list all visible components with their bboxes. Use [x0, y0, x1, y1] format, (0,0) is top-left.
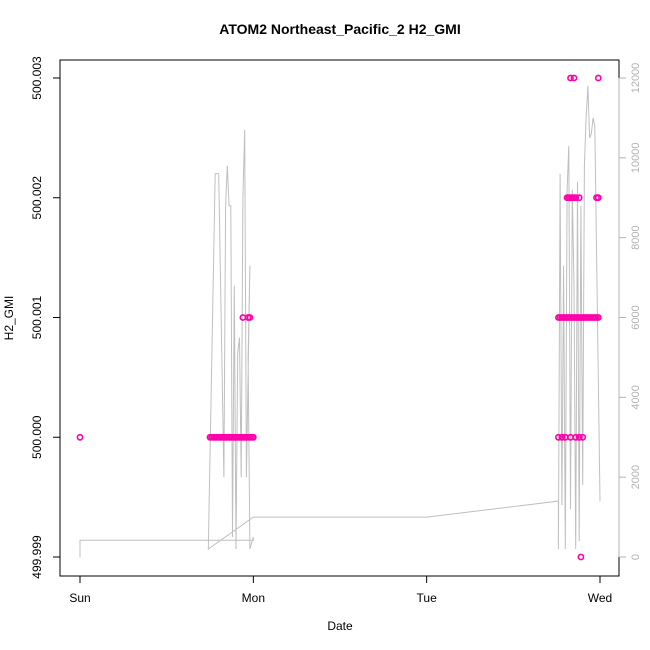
y-tick-label: 500.003	[30, 56, 44, 100]
y2-tick-label: 2000	[630, 465, 642, 489]
x-tick-label: Wed	[588, 591, 612, 605]
y-tick-label: 500.000	[30, 415, 44, 459]
y2-tick-label: 8000	[630, 225, 642, 249]
data-point	[575, 433, 583, 441]
line-layer	[79, 85, 601, 557]
plot-frame	[59, 59, 620, 577]
data-point	[246, 314, 254, 321]
y2-tick-label: 4000	[630, 385, 642, 409]
data-point	[575, 194, 583, 202]
y-axis: 499.999 500.000 500.001 500.002 500.003	[30, 56, 61, 579]
y2-tick-label: 10000	[630, 143, 642, 174]
y-tick-label: 499.999	[30, 535, 44, 579]
data-point	[567, 74, 574, 82]
y-tick-label: 500.002	[30, 176, 44, 220]
chart-title: ATOM2 Northeast_Pacific_2 H2_GMI	[219, 21, 460, 37]
data-point	[570, 74, 578, 82]
data-point	[572, 194, 580, 202]
data-point	[555, 433, 562, 441]
y-axis-title: H2_GMI	[2, 296, 16, 341]
data-point	[579, 433, 587, 441]
series-line	[79, 85, 601, 557]
x-tick-label: Sun	[69, 591, 90, 605]
data-point	[577, 553, 585, 561]
y-tick-label: 500.001	[30, 295, 44, 339]
data-point	[594, 314, 602, 321]
data-point	[76, 433, 84, 441]
data-point	[594, 194, 602, 202]
y2-tick-label: 0	[630, 554, 642, 560]
x-axis: Sun Mon Tue Wed	[69, 575, 612, 605]
x-axis-title: Date	[327, 619, 353, 633]
y2-tick-label: 6000	[630, 305, 642, 329]
point-layer	[76, 74, 602, 561]
data-point	[594, 74, 602, 82]
data-point	[572, 433, 580, 441]
y2-tick-label: 12000	[630, 63, 642, 94]
x-tick-label: Mon	[242, 591, 265, 605]
data-point	[249, 433, 257, 441]
data-point	[558, 433, 566, 441]
x-tick-label: Tue	[417, 591, 438, 605]
y2-axis: 0 2000 4000 6000 8000 10000 12000	[618, 63, 642, 560]
